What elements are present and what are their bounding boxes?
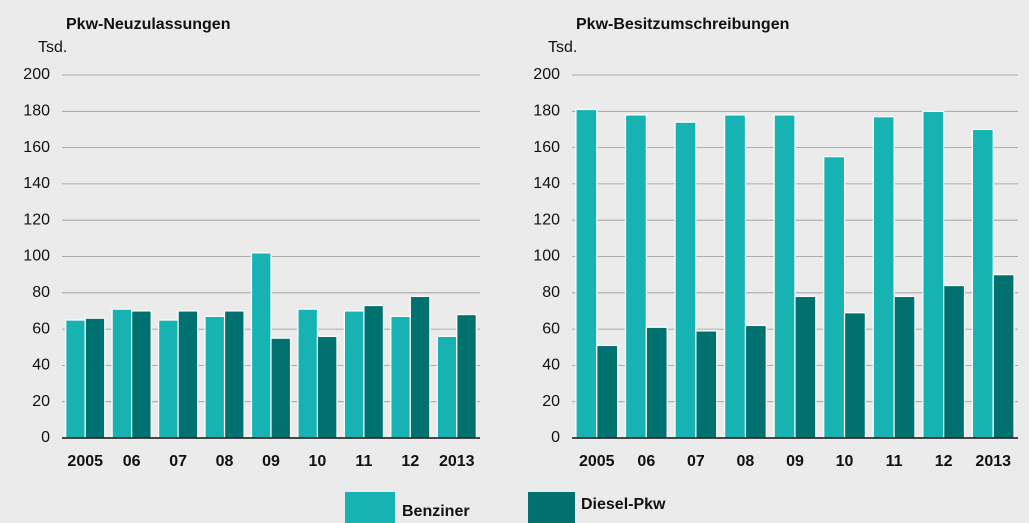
bar [316,335,338,439]
y-tick-label: 40 [32,357,50,374]
x-tick-label: 08 [737,453,755,470]
bar [390,315,411,439]
bar [724,114,747,439]
x-tick-label: 07 [169,453,187,470]
bar [343,310,365,439]
chart-title: Pkw-Neuzulassungen [66,16,230,33]
bar [624,114,647,439]
bar [893,295,916,439]
bar [773,114,796,439]
y-tick-label: 80 [32,284,50,301]
bar [158,319,179,439]
y-tick-label: 140 [23,175,50,192]
y-tick-label: 80 [542,284,560,301]
x-tick-label: 11 [886,453,903,470]
x-tick-label: 08 [216,453,234,470]
y-tick-label: 20 [542,393,560,410]
x-tick-label: 12 [935,453,953,470]
bar [695,330,718,439]
y-tick-label: 60 [32,320,50,337]
bar [575,108,598,439]
bar [872,116,895,439]
y-axis-label: Tsd. [548,39,577,56]
bar [84,317,106,439]
bar [943,284,966,439]
x-tick-label: 2013 [439,453,475,470]
bar [65,319,86,439]
bar [297,308,319,439]
legend-label: Benziner [402,503,470,520]
y-tick-label: 200 [533,66,560,83]
x-tick-label: 07 [687,453,705,470]
x-tick-label: 2005 [579,453,615,470]
bar [223,310,245,439]
y-tick-label: 160 [23,139,50,156]
bar [436,335,458,439]
y-tick-label: 0 [551,429,560,446]
y-tick-label: 140 [533,175,560,192]
y-tick-label: 120 [533,211,560,228]
bar [204,315,226,439]
x-tick-label: 2013 [975,453,1011,470]
y-tick-label: 160 [533,139,560,156]
bar [177,310,199,439]
y-tick-label: 100 [533,248,560,265]
x-tick-label: 06 [123,453,141,470]
legend-swatch [345,492,395,523]
bar [843,312,866,439]
bar [111,308,133,439]
x-tick-label: 12 [401,453,419,470]
bar [922,110,945,439]
legend-swatch [528,492,575,523]
bar [596,344,619,439]
y-tick-label: 100 [23,248,50,265]
y-tick-label: 0 [41,429,50,446]
x-tick-label: 2005 [67,453,103,470]
y-tick-label: 20 [32,393,50,410]
y-tick-label: 180 [23,103,50,120]
bar [794,295,817,439]
legend-label: Diesel-Pkw [581,496,666,513]
chart-title: Pkw-Besitzumschreibungen [576,16,789,33]
bar [971,128,994,439]
bar [823,156,846,439]
y-tick-label: 200 [23,66,50,83]
y-tick-label: 40 [542,357,560,374]
x-tick-label: 10 [309,453,327,470]
bar [270,337,292,439]
x-tick-label: 11 [355,453,372,470]
y-tick-label: 180 [533,103,560,120]
x-tick-label: 09 [262,453,280,470]
y-axis-label: Tsd. [38,39,67,56]
bar [363,304,384,439]
bar [456,313,477,439]
bar [131,310,152,439]
bar [645,326,668,439]
y-tick-label: 120 [23,211,50,228]
x-tick-label: 09 [786,453,804,470]
bar [674,121,697,439]
bar [409,295,431,439]
x-tick-label: 10 [836,453,854,470]
x-tick-label: 06 [637,453,655,470]
bar [992,274,1015,439]
y-tick-label: 60 [542,320,560,337]
bar [744,324,767,439]
bar [250,252,272,439]
